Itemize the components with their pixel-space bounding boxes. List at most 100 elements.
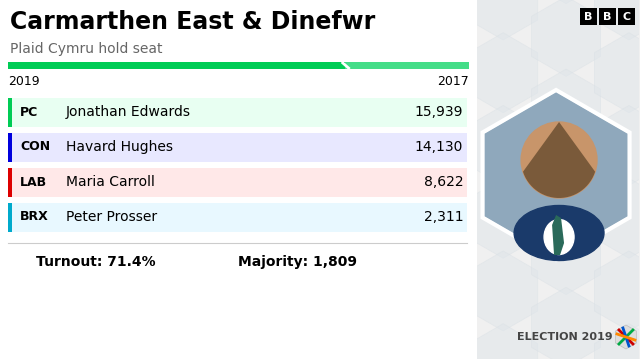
Polygon shape xyxy=(0,33,35,113)
Text: 15,939: 15,939 xyxy=(415,105,463,119)
Polygon shape xyxy=(343,324,412,359)
Polygon shape xyxy=(28,215,97,295)
Ellipse shape xyxy=(514,205,604,261)
Polygon shape xyxy=(217,178,286,258)
Polygon shape xyxy=(343,106,412,186)
FancyBboxPatch shape xyxy=(8,168,12,197)
Text: ELECTION 2019: ELECTION 2019 xyxy=(517,332,612,342)
Text: Maria Carroll: Maria Carroll xyxy=(66,175,155,189)
FancyBboxPatch shape xyxy=(8,203,12,232)
Polygon shape xyxy=(595,251,640,331)
Text: 2019: 2019 xyxy=(8,75,40,88)
Polygon shape xyxy=(154,69,223,149)
Polygon shape xyxy=(0,251,35,331)
Polygon shape xyxy=(523,122,595,198)
Polygon shape xyxy=(595,178,640,258)
Polygon shape xyxy=(92,251,161,331)
Polygon shape xyxy=(217,251,286,331)
Text: BRX: BRX xyxy=(20,210,49,224)
Polygon shape xyxy=(28,287,97,359)
Text: CON: CON xyxy=(20,140,50,154)
Polygon shape xyxy=(280,0,349,76)
Polygon shape xyxy=(0,178,35,258)
Polygon shape xyxy=(483,90,630,260)
Ellipse shape xyxy=(544,219,574,255)
Polygon shape xyxy=(217,106,286,186)
Text: Majority: 1,809: Majority: 1,809 xyxy=(237,255,356,269)
Polygon shape xyxy=(406,69,475,149)
Polygon shape xyxy=(531,69,600,149)
Polygon shape xyxy=(92,33,161,113)
Text: 14,130: 14,130 xyxy=(415,140,463,154)
FancyBboxPatch shape xyxy=(345,62,469,69)
Polygon shape xyxy=(154,142,223,222)
Polygon shape xyxy=(406,0,475,76)
FancyBboxPatch shape xyxy=(8,98,12,127)
FancyBboxPatch shape xyxy=(580,8,597,25)
Polygon shape xyxy=(92,0,161,40)
Text: Jonathan Edwards: Jonathan Edwards xyxy=(66,105,191,119)
Polygon shape xyxy=(0,0,35,40)
FancyBboxPatch shape xyxy=(8,133,12,162)
Polygon shape xyxy=(595,324,640,359)
Polygon shape xyxy=(280,69,349,149)
Polygon shape xyxy=(531,0,600,4)
Polygon shape xyxy=(28,142,97,222)
Polygon shape xyxy=(280,215,349,295)
Polygon shape xyxy=(343,178,412,258)
Polygon shape xyxy=(28,0,97,4)
Polygon shape xyxy=(280,287,349,359)
Polygon shape xyxy=(92,324,161,359)
Polygon shape xyxy=(595,0,640,40)
Polygon shape xyxy=(154,287,223,359)
Text: B: B xyxy=(584,11,593,22)
Polygon shape xyxy=(468,0,538,40)
Text: B: B xyxy=(604,11,612,22)
Polygon shape xyxy=(406,0,475,4)
Polygon shape xyxy=(531,215,600,295)
Polygon shape xyxy=(552,215,564,255)
Text: Havard Hughes: Havard Hughes xyxy=(66,140,173,154)
Polygon shape xyxy=(0,324,35,359)
Polygon shape xyxy=(595,33,640,113)
Polygon shape xyxy=(343,33,412,113)
Polygon shape xyxy=(406,287,475,359)
Polygon shape xyxy=(0,106,35,186)
Polygon shape xyxy=(531,287,600,359)
FancyBboxPatch shape xyxy=(8,168,467,197)
FancyBboxPatch shape xyxy=(8,203,467,232)
Polygon shape xyxy=(468,106,538,186)
Text: LAB: LAB xyxy=(20,176,47,188)
Text: Carmarthen East & Dinefwr: Carmarthen East & Dinefwr xyxy=(10,10,375,34)
FancyBboxPatch shape xyxy=(8,62,345,69)
FancyBboxPatch shape xyxy=(0,0,477,359)
Polygon shape xyxy=(280,0,349,4)
Text: Plaid Cymru hold seat: Plaid Cymru hold seat xyxy=(10,42,163,56)
FancyBboxPatch shape xyxy=(8,133,467,162)
Circle shape xyxy=(521,122,597,198)
Polygon shape xyxy=(92,178,161,258)
Polygon shape xyxy=(217,0,286,40)
Polygon shape xyxy=(406,142,475,222)
Polygon shape xyxy=(595,106,640,186)
Polygon shape xyxy=(468,178,538,258)
Polygon shape xyxy=(485,93,627,257)
FancyBboxPatch shape xyxy=(599,8,616,25)
Polygon shape xyxy=(468,33,538,113)
Text: 2017: 2017 xyxy=(438,75,469,88)
Polygon shape xyxy=(468,324,538,359)
Text: 8,622: 8,622 xyxy=(424,175,463,189)
Text: Turnout: 71.4%: Turnout: 71.4% xyxy=(36,255,156,269)
Text: PC: PC xyxy=(20,106,38,118)
Polygon shape xyxy=(154,215,223,295)
Polygon shape xyxy=(154,0,223,76)
Polygon shape xyxy=(616,325,636,349)
Polygon shape xyxy=(531,0,600,76)
Polygon shape xyxy=(217,33,286,113)
FancyBboxPatch shape xyxy=(8,98,467,127)
FancyBboxPatch shape xyxy=(618,8,635,25)
Text: C: C xyxy=(622,11,630,22)
Polygon shape xyxy=(28,69,97,149)
Text: 2,311: 2,311 xyxy=(424,210,463,224)
Polygon shape xyxy=(343,0,412,40)
